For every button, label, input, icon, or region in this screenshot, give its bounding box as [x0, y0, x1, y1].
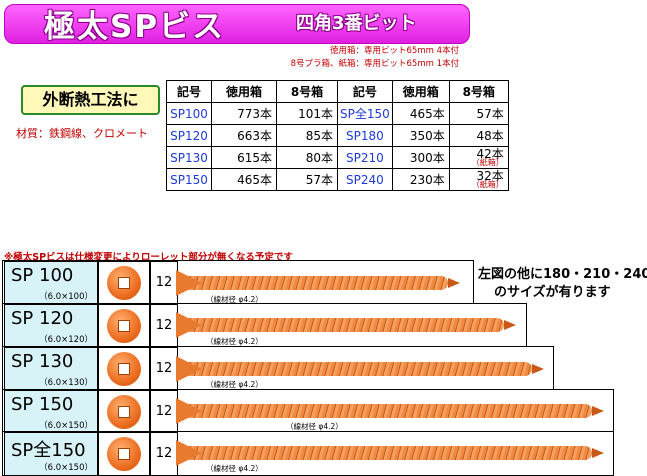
wire-diameter-note: （線材径 φ4.2） — [286, 422, 343, 431]
table-cell-no8: 32本 （紙箱） — [448, 168, 509, 191]
header-code: 記号 — [337, 80, 393, 103]
table-cell-code: SP100 — [166, 102, 212, 125]
table-cell-value-box: 663本 — [211, 124, 277, 147]
product-size: （6.0×100） — [39, 292, 93, 302]
screw-head-icon — [107, 352, 141, 386]
method-badge: 外断熱工法に — [21, 85, 160, 115]
product-label: SP全150 （6.0×150） — [4, 432, 98, 476]
table-cell-code: SP130 — [166, 146, 212, 169]
bit-type-subtitle: 四角3番ビット — [296, 13, 417, 34]
header-value-box: 徳用箱 — [391, 80, 450, 103]
table-row: SP100 773本 101本 SP全150 465本 57本 — [166, 102, 509, 125]
table-cell-code: SP180 — [337, 124, 393, 147]
table-cell-no8: 57本 — [448, 102, 509, 125]
paper-box-note: （紙箱） — [471, 179, 504, 189]
head-image-box — [98, 304, 150, 348]
head-image-box — [98, 432, 150, 476]
table-cell-value-box: 465本 — [211, 168, 277, 191]
header-no8-box: 8号箱 — [448, 80, 509, 103]
pack-note-small-box: 8号プラ箱、紙箱：専用ビット65mm 1本付 — [290, 59, 459, 69]
header-code: 記号 — [166, 80, 212, 103]
product-label: SP 100 （6.0×100） — [4, 261, 98, 305]
header-value-box: 徳用箱 — [211, 80, 277, 103]
product-name: SP 130 — [11, 351, 74, 372]
screw-image — [176, 440, 604, 466]
screw-head-icon — [107, 266, 141, 300]
product-title: 極太SPビス — [44, 9, 226, 45]
wire-diameter-note: （線材径 φ4.2） — [206, 295, 263, 304]
spec-change-note: ※極太SPビスは仕様変更によりローレット部分が無くなる予定です — [4, 252, 293, 263]
head-image-box — [98, 390, 150, 434]
head-image-box — [98, 347, 150, 391]
other-sizes-line-2: のサイズが有ります — [494, 285, 611, 300]
other-sizes-line-1: 左図の他に180・210・240 — [478, 267, 647, 282]
header-no8-box: 8号箱 — [276, 80, 338, 103]
table-cell-no8: 85本 — [276, 124, 338, 147]
screw-image — [176, 312, 516, 338]
screw-head-icon — [107, 309, 141, 343]
table-cell-no8: 42本 （紙箱） — [448, 146, 509, 169]
product-size: （6.0×150） — [39, 421, 93, 431]
product-size: （6.0×120） — [39, 335, 93, 345]
wire-diameter-note: （線材径 φ4.2） — [206, 464, 263, 473]
table-row: SP120 663本 85本 SP180 350本 48本 — [166, 124, 509, 147]
table-cell-code: SP全150 — [337, 102, 393, 125]
screw-image — [176, 356, 544, 382]
table-cell-no8: 80本 — [276, 146, 338, 169]
table-cell-no8-value: 32本 — [476, 168, 504, 183]
table-cell-value-box: 300本 — [391, 146, 450, 169]
wire-diameter-note: （線材径 φ4.2） — [206, 380, 263, 389]
bit-size: 12 — [150, 432, 178, 476]
table-cell-no8: 57本 — [276, 168, 338, 191]
table-row: SP130 615本 80本 SP210 300本 42本 （紙箱） — [166, 146, 509, 169]
bit-size: 12 — [150, 304, 178, 348]
screw-head-icon — [107, 395, 141, 429]
product-label: SP 150 （6.0×150） — [4, 390, 98, 434]
product-label: SP 130 （6.0×130） — [4, 347, 98, 391]
other-sizes-note: 左図の他に180・210・240 のサイズが有ります — [478, 266, 647, 302]
table-cell-code: SP240 — [337, 168, 393, 191]
screw-image — [176, 270, 460, 296]
bit-size: 12 — [150, 390, 178, 434]
product-name: SP 120 — [11, 308, 74, 329]
wire-diameter-note: （線材径 φ4.2） — [206, 337, 263, 346]
screw-head-icon — [107, 437, 141, 471]
table-cell-value-box: 773本 — [211, 102, 277, 125]
material-text: 材質：鉄鋼線、クロメート — [16, 127, 148, 140]
product-name: SP 100 — [11, 265, 74, 286]
table-cell-no8: 101本 — [276, 102, 338, 125]
quantity-table: 記号 徳用箱 8号箱 記号 徳用箱 8号箱 SP100 773本 101本 SP… — [166, 80, 509, 191]
head-image-box — [98, 261, 150, 305]
table-header-row: 記号 徳用箱 8号箱 記号 徳用箱 8号箱 — [166, 80, 509, 103]
product-size: （6.0×130） — [39, 378, 93, 388]
table-cell-no8: 48本 — [448, 124, 509, 147]
title-banner — [4, 4, 470, 44]
table-cell-code: SP210 — [337, 146, 393, 169]
table-cell-code: SP150 — [166, 168, 212, 191]
table-cell-code: SP120 — [166, 124, 212, 147]
table-cell-value-box: 350本 — [391, 124, 450, 147]
table-cell-no8-value: 42本 — [476, 146, 504, 161]
table-cell-value-box: 230本 — [391, 168, 450, 191]
pack-note-value-box: 徳用箱：専用ビット65mm 4本付 — [330, 46, 459, 56]
paper-box-note: （紙箱） — [471, 157, 504, 167]
bit-size: 12 — [150, 261, 178, 305]
screw-image — [176, 398, 604, 424]
table-row: SP150 465本 57本 SP240 230本 32本 （紙箱） — [166, 168, 509, 191]
bit-size: 12 — [150, 347, 178, 391]
product-label: SP 120 （6.0×120） — [4, 304, 98, 348]
table-cell-value-box: 465本 — [391, 102, 450, 125]
product-size: （6.0×150） — [39, 463, 93, 473]
product-name: SP全150 — [11, 440, 86, 461]
table-cell-value-box: 615本 — [211, 146, 277, 169]
product-name: SP 150 — [11, 394, 74, 415]
